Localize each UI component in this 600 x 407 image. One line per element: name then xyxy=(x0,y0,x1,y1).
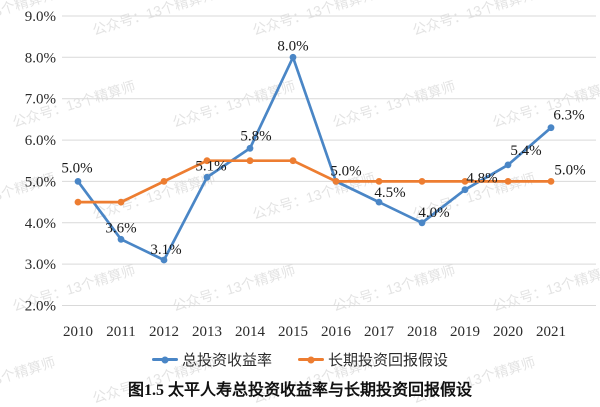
x-tick-label: 2013 xyxy=(192,324,222,340)
y-tick-label: 4.0% xyxy=(25,216,56,232)
data-point xyxy=(332,178,340,185)
data-point xyxy=(547,124,555,132)
data-point xyxy=(203,173,211,181)
data-label: 3.6% xyxy=(105,220,136,236)
x-tick-label: 2017 xyxy=(364,324,395,340)
y-tick-label: 8.0% xyxy=(25,50,56,66)
y-tick-label: 3.0% xyxy=(25,257,56,273)
legend-label: 总投资收益率 xyxy=(181,353,272,369)
x-tick-label: 2015 xyxy=(278,324,308,340)
data-point xyxy=(375,198,383,206)
data-label: 8.0% xyxy=(277,38,308,54)
data-point xyxy=(246,157,254,165)
legend-label: 长期投资回报假设 xyxy=(328,353,449,369)
data-point xyxy=(160,256,168,264)
x-tick-label: 2019 xyxy=(450,324,480,340)
data-label: 4.0% xyxy=(418,205,449,221)
data-label-end: 5.0% xyxy=(554,162,585,178)
data-label: 5.0% xyxy=(330,163,361,179)
data-line xyxy=(76,55,553,262)
data-label: 4.8% xyxy=(466,171,497,187)
data-point xyxy=(547,178,555,185)
blue-line-marker-icon xyxy=(151,358,178,361)
data-point xyxy=(74,178,82,185)
data-label: 5.8% xyxy=(240,128,271,144)
data-point xyxy=(246,144,254,152)
data-point xyxy=(117,198,125,206)
x-tick-label: 2016 xyxy=(321,324,352,340)
legend-item-total-investment-yield: 总投资收益率 xyxy=(151,349,272,370)
x-tick-label: 2021 xyxy=(536,324,566,340)
y-tick-label: 5.0% xyxy=(25,174,56,190)
data-label: 5.0% xyxy=(61,160,92,176)
data-point xyxy=(117,235,125,243)
data-label: 5.1% xyxy=(195,158,226,174)
x-tick-label: 2020 xyxy=(493,324,523,340)
data-point xyxy=(289,53,297,61)
y-tick-label: 9.0% xyxy=(25,9,56,25)
legend-item-longterm-return-assumption: 长期投资回报假设 xyxy=(298,349,448,370)
x-tick-label: 2018 xyxy=(407,324,437,340)
data-point xyxy=(160,178,168,185)
orange-line-marker-icon xyxy=(298,358,324,361)
data-point xyxy=(74,198,82,206)
y-tick-label: 6.0% xyxy=(25,133,56,149)
data-point xyxy=(418,178,426,185)
data-label: 4.5% xyxy=(374,185,405,201)
data-line xyxy=(76,159,553,204)
chart-caption: 图1.5 太平人寿总投资收益率与长期投资回报假设 xyxy=(127,382,472,399)
data-label: 3.1% xyxy=(150,242,181,258)
data-point xyxy=(375,178,383,185)
data-point xyxy=(289,157,297,165)
y-tick-label: 7.0% xyxy=(25,92,56,108)
y-tick-label: 2.0% xyxy=(25,299,56,315)
x-tick-label: 2011 xyxy=(106,324,135,340)
x-tick-label: 2010 xyxy=(63,324,93,340)
data-point xyxy=(461,178,469,185)
data-point xyxy=(504,161,512,169)
x-tick-label: 2014 xyxy=(235,324,266,340)
data-point xyxy=(203,157,211,165)
data-label: 6.3% xyxy=(553,108,584,124)
data-point xyxy=(504,178,512,185)
chart-legend: 总投资收益率 长期投资回报假设 xyxy=(0,349,600,370)
x-tick-label: 2012 xyxy=(149,324,179,340)
data-point xyxy=(461,186,469,194)
data-label: 5.4% xyxy=(510,143,541,159)
data-point xyxy=(418,219,426,227)
